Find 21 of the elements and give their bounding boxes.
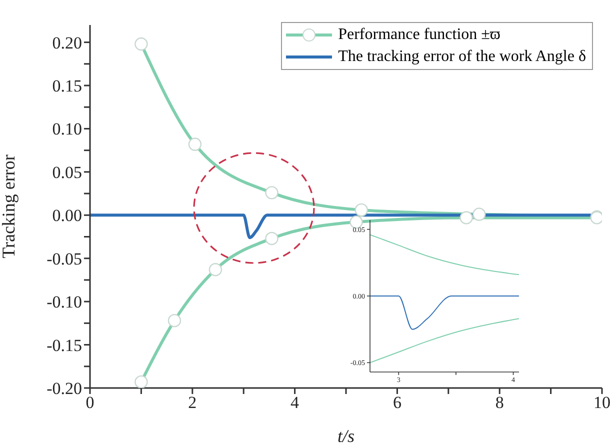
y-tick-label: 0.05 <box>52 162 82 182</box>
y-axis-title: Tracking error <box>0 154 18 258</box>
y-tick-label: 0.10 <box>52 120 82 139</box>
legend-label: The tracking error of the work Angle δ <box>338 47 586 67</box>
y-tick-label: 0.15 <box>52 76 82 96</box>
legend-label: Performance function ±ϖ <box>338 25 500 45</box>
y-tick-label: 0.20 <box>52 33 82 52</box>
y-tick-label: -0.10 <box>46 292 82 312</box>
line-series <box>370 234 519 276</box>
y-tick-label: -0.20 <box>46 379 82 398</box>
x-tick-label: 4 <box>290 393 300 412</box>
x-axis-title: t/s <box>337 426 355 446</box>
line-series <box>370 318 519 364</box>
x-tick-label: 0 <box>86 393 94 412</box>
x-tick-label: 10 <box>594 393 610 412</box>
y-tick-label: -0.05 <box>46 249 82 268</box>
y-tick-label: 0.00 <box>52 206 82 226</box>
x-tick-label: 8 <box>495 393 504 412</box>
x-tick-label: 2 <box>188 393 197 412</box>
x-tick-label: 6 <box>392 393 402 412</box>
y-tick-label: -0.15 <box>46 336 82 355</box>
